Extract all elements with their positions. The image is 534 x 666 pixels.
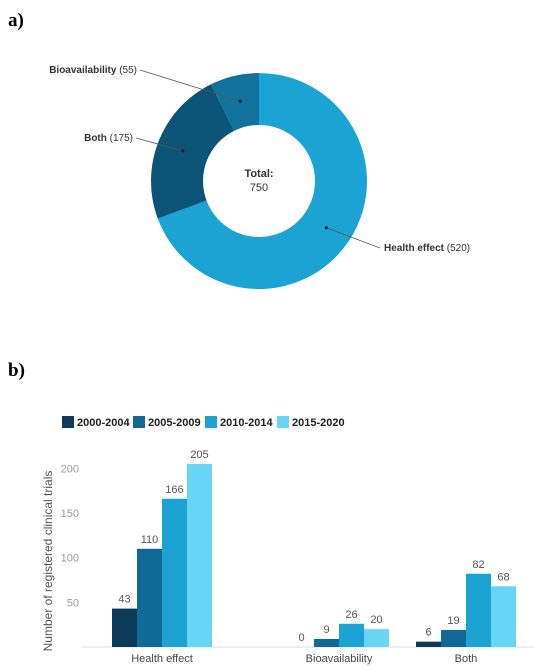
bar-value-label: 68 xyxy=(497,571,509,583)
donut-slice-bioavailability xyxy=(210,73,259,131)
bar-value-label: 166 xyxy=(165,484,183,496)
bar-both-2000-2004 xyxy=(416,641,441,647)
bar-value-label: 110 xyxy=(141,534,159,546)
slice-label: Bioavailability (55) xyxy=(49,65,137,76)
bar-health-effect-2000-2004 xyxy=(112,608,137,647)
y-tick-label: 50 xyxy=(67,597,79,609)
x-category-label: Bioavailability xyxy=(306,653,373,665)
x-category-label: Health effect xyxy=(131,653,193,665)
donut-slice-both xyxy=(150,84,235,219)
bar-value-label: 0 xyxy=(298,632,304,644)
bar-value-label: 82 xyxy=(472,559,484,571)
panel-a-label: a) xyxy=(8,10,24,31)
y-tick-label: 200 xyxy=(61,463,79,475)
bar-health-effect-2005-2009 xyxy=(137,548,162,647)
leader-line xyxy=(326,227,381,249)
donut-center-value: 750 xyxy=(250,182,268,194)
bar-value-label: 26 xyxy=(345,609,357,621)
y-tick-label: 150 xyxy=(61,508,79,520)
bar-health-effect-2010-2014 xyxy=(162,498,187,647)
bar-both-2015-2020 xyxy=(491,586,516,647)
bar-bioavailability-2010-2014 xyxy=(339,623,364,647)
legend-swatch xyxy=(277,416,289,428)
bar-both-2010-2014 xyxy=(466,573,491,647)
bar-health-effect-2015-2020 xyxy=(187,463,212,647)
legend-label: 2010-2014 xyxy=(220,417,273,429)
bar-both-2005-2009 xyxy=(441,630,466,647)
x-category-label: Both xyxy=(455,653,478,665)
bar-value-label: 9 xyxy=(323,624,329,636)
bar-value-label: 6 xyxy=(425,627,431,639)
leader-dot xyxy=(238,99,242,103)
legend-swatch xyxy=(62,416,74,428)
slice-label: Health effect (520) xyxy=(384,243,470,254)
bar-value-label: 205 xyxy=(190,449,208,461)
donut-slice-health-effect xyxy=(157,73,367,290)
leader-dot xyxy=(324,226,328,230)
legend-swatch xyxy=(205,416,217,428)
bar-bioavailability-2015-2020 xyxy=(364,629,389,647)
legend-label: 2000-2004 xyxy=(77,417,130,429)
y-tick-label: 100 xyxy=(61,553,79,565)
donut-center-label: Total: xyxy=(244,168,273,180)
slice-label: Both (175) xyxy=(84,133,133,144)
bar-bioavailability-2005-2009 xyxy=(314,638,339,647)
legend-label: 2015-2020 xyxy=(292,417,345,429)
donut-chart: Health effect (520) Both (175) Bioavailabi… xyxy=(49,65,470,290)
bar-value-label: 19 xyxy=(447,615,459,627)
legend-swatch xyxy=(133,416,145,428)
leader-line xyxy=(139,69,241,102)
panel-b-label: b) xyxy=(8,360,25,381)
y-axis-title: Number of registered clinical trials xyxy=(41,471,55,652)
legend-label: 2005-2009 xyxy=(148,417,201,429)
bar-value-label: 20 xyxy=(370,614,382,626)
leader-line xyxy=(135,137,183,152)
leader-dot xyxy=(181,149,185,153)
bar-value-label: 43 xyxy=(118,594,130,606)
grouped-bar-chart: 2000-2004 2005-2009 2010-2014 2015-2020 Numb… xyxy=(41,416,534,665)
